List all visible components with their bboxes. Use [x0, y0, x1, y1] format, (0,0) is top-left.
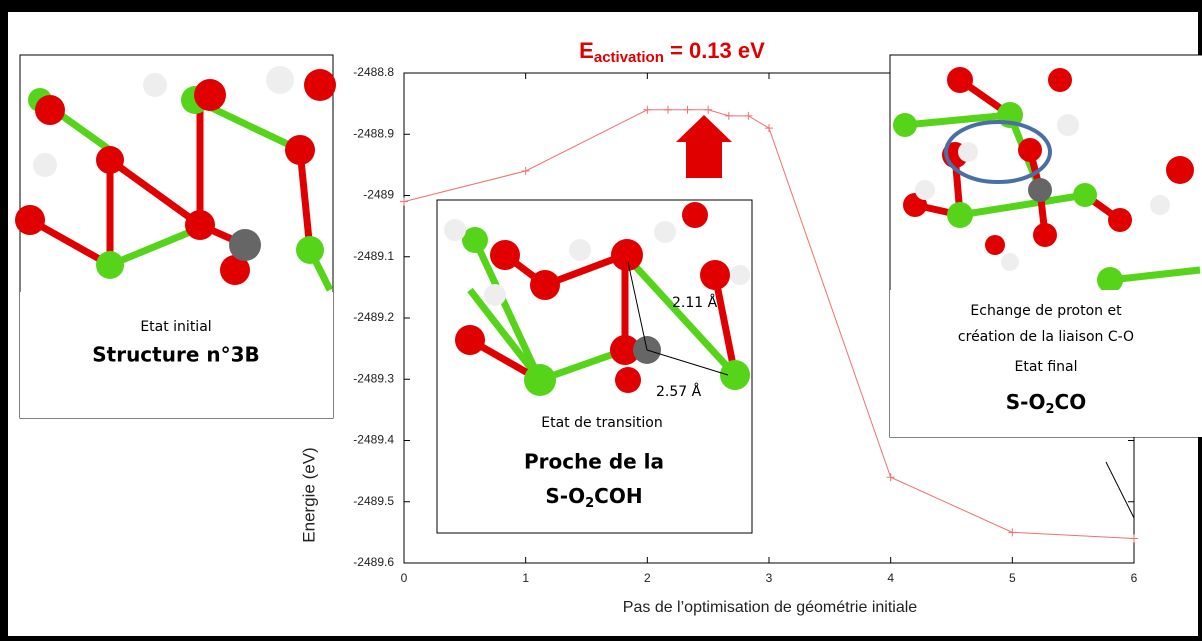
y-tick-label: -2489 [363, 188, 394, 202]
inset-formula: S-O2COH [545, 484, 642, 511]
inset-caption: Structure n°3B [92, 343, 260, 367]
x-tick-label: 5 [1009, 571, 1016, 585]
formula-part: S-O [1006, 390, 1046, 414]
formula-sub: 2 [1045, 402, 1054, 417]
point-marker [664, 105, 673, 114]
point-marker [521, 167, 530, 175]
molecule [15, 66, 336, 292]
title-sub: activation [594, 49, 664, 66]
inset-caption: Etat initial [140, 319, 211, 335]
inset-caption: Proche de la [524, 450, 664, 474]
inset-caption: Echange de proton et [970, 303, 1122, 319]
x-axis-label: Pas de l’optimisation de géométrie initi… [623, 599, 917, 616]
y-tick-label: -2489.3 [353, 371, 394, 385]
y-tick-label: -2489.1 [353, 249, 394, 263]
chart-title: Eactivation = 0.13 eV [579, 38, 765, 66]
molecule [893, 67, 1201, 293]
y-tick-label: -2489.2 [353, 310, 394, 324]
point-marker [744, 111, 753, 120]
inset-transition: 2.11 Å 2.57 Å Etat de transition Proche … [436, 199, 753, 534]
inset-caption-bg [20, 292, 333, 418]
point-marker [1008, 528, 1017, 537]
x-tick-label: 3 [766, 571, 773, 585]
y-tick-label: -2489.4 [353, 433, 394, 447]
inset-formula: S-O2CO [1006, 390, 1086, 417]
inset-final: Echange de proton et création de la liai… [889, 54, 1202, 438]
x-tick-label: 2 [644, 571, 651, 585]
pointer-arrow [1105, 461, 1135, 519]
inset-caption: Etat de transition [541, 415, 663, 431]
point-marker [1130, 534, 1138, 543]
distance-label: 2.11 Å [672, 294, 718, 311]
formula-part: S-O [545, 484, 585, 508]
plot: -2488.8 -2488.9 -2489 -2489.1 -2489.2 -2489.3… [353, 65, 1138, 585]
series-line [403, 109, 1135, 539]
title-main: E [579, 38, 594, 63]
x-tick-label: 4 [887, 571, 894, 585]
point-marker [400, 197, 408, 206]
inset-caption: création de la liaison C-O [958, 329, 1134, 345]
molecule [444, 202, 750, 396]
point-marker [765, 124, 773, 133]
point-marker [643, 105, 652, 114]
formula-part: CO [1055, 390, 1087, 414]
x-tick-label: 6 [1131, 571, 1138, 585]
y-tick-label: -2489.6 [353, 555, 394, 569]
inset-initial: Etat initial Structure n°3B [15, 54, 336, 419]
x-tick-label: 1 [522, 571, 529, 585]
activation-arrow [676, 115, 732, 178]
formula-sub: 2 [585, 496, 594, 511]
distance-label: 2.57 Å [656, 383, 702, 400]
formula-part: COH [594, 484, 642, 508]
y-tick-label: -2488.8 [353, 65, 394, 79]
x-tick-label: 0 [401, 571, 408, 585]
point-marker [886, 473, 895, 482]
title-rest: = 0.13 eV [664, 38, 765, 63]
inset-caption-bg [890, 290, 1202, 437]
point-marker [704, 105, 713, 114]
y-tick-label: -2488.9 [353, 126, 394, 140]
y-axis-label: Energie (eV) [299, 447, 318, 542]
y-tick-label: -2489.5 [353, 494, 394, 508]
inset-caption: Etat final [1014, 359, 1077, 375]
point-marker [683, 105, 692, 114]
point-marker [724, 111, 733, 120]
